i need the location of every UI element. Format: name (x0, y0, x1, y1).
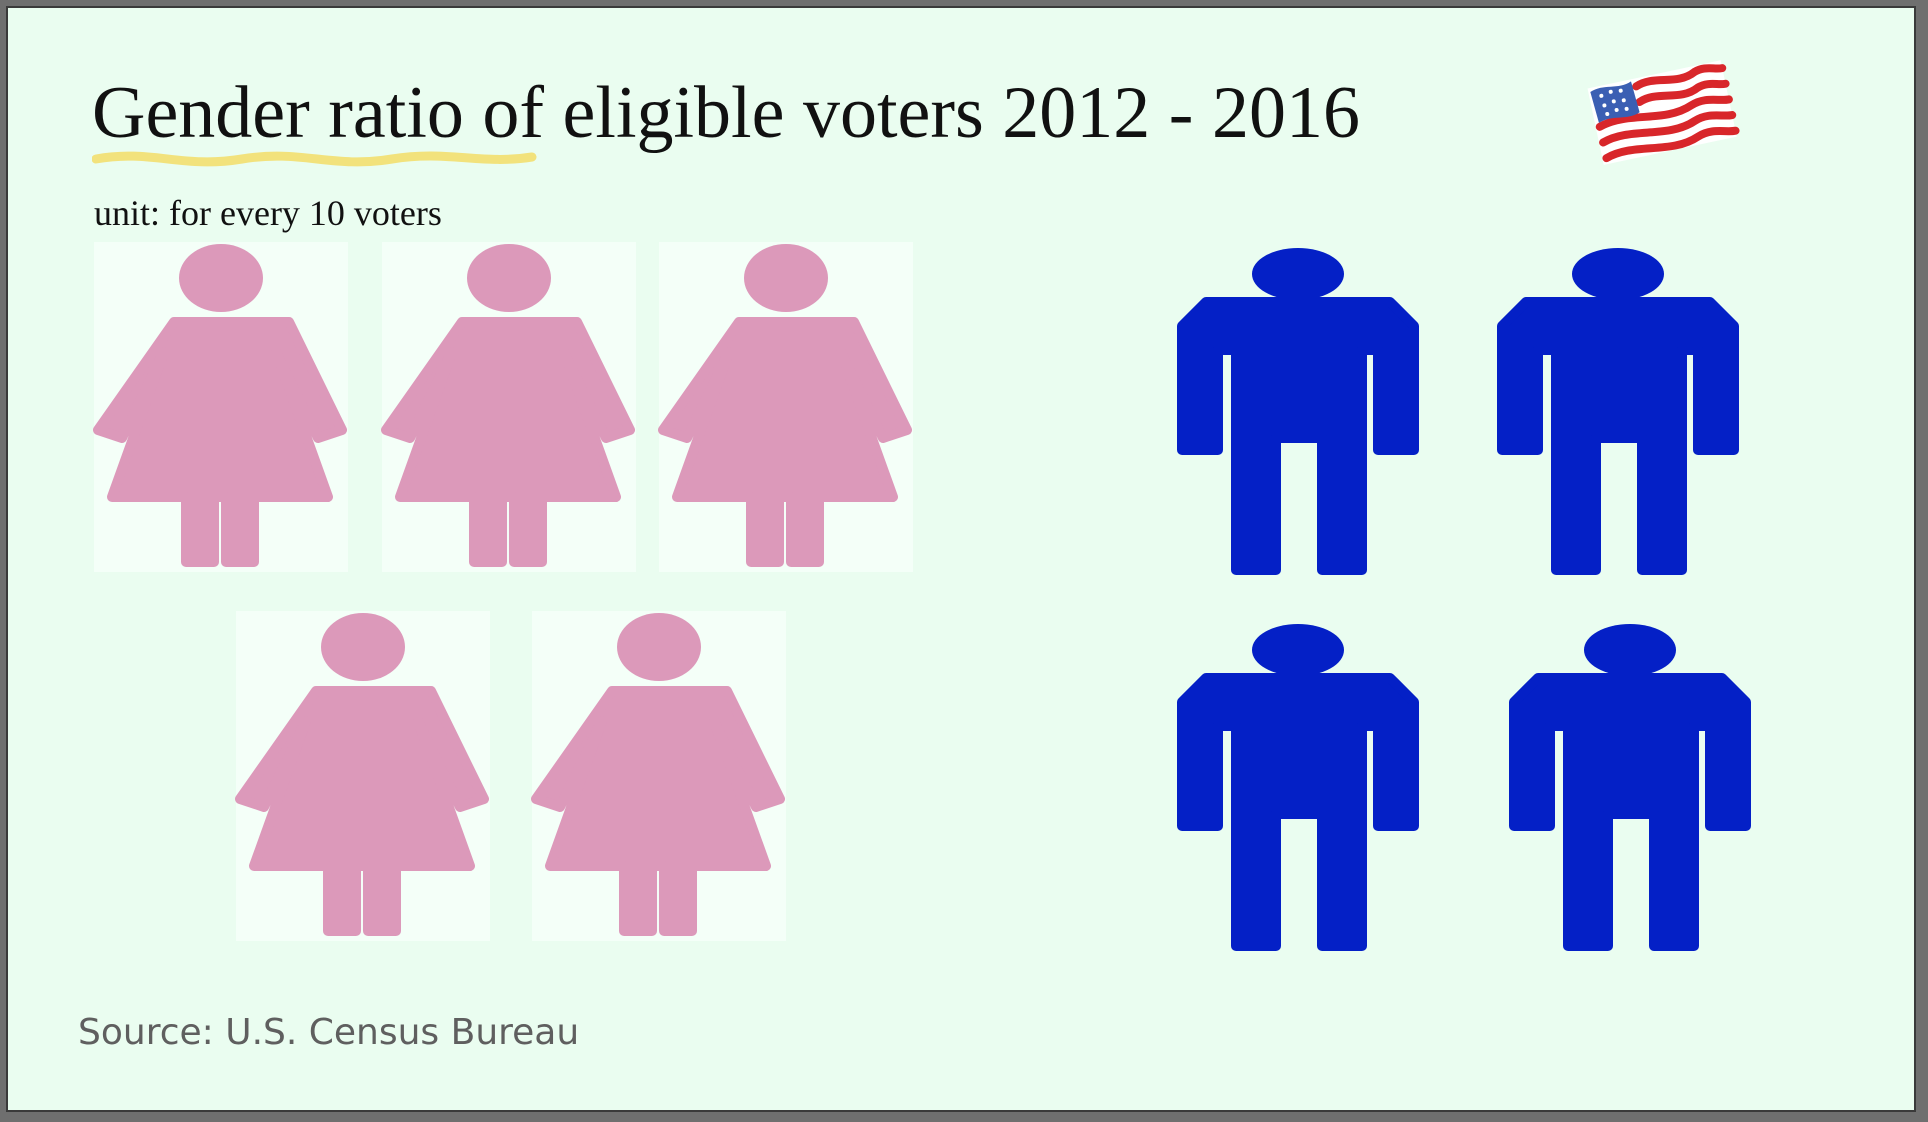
woman-icon (531, 611, 786, 941)
woman-icon (381, 242, 636, 572)
woman-icon (658, 242, 913, 572)
chart-subtitle: unit: for every 10 voters (94, 193, 442, 233)
woman-icon (93, 242, 348, 572)
chart-title: Gender ratio of eligible voters 2012 - 2… (92, 76, 1360, 150)
infographic-canvas: Gender ratio of eligible voters 2012 - 2… (6, 6, 1916, 1112)
man-icon (1177, 248, 1419, 575)
pictogram-area (93, 242, 1751, 951)
title-underline-squiggle (92, 151, 537, 167)
man-icon (1177, 624, 1419, 951)
us-flag-icon (1587, 60, 1740, 165)
woman-icon (235, 611, 490, 941)
man-icon (1497, 248, 1739, 575)
man-icon (1509, 624, 1751, 951)
title-highlighted-text: Gender ratio (92, 72, 464, 154)
source-note: Source: U.S. Census Bureau (78, 1012, 580, 1053)
title-rest-text: of eligible voters 2012 - 2016 (463, 72, 1360, 154)
